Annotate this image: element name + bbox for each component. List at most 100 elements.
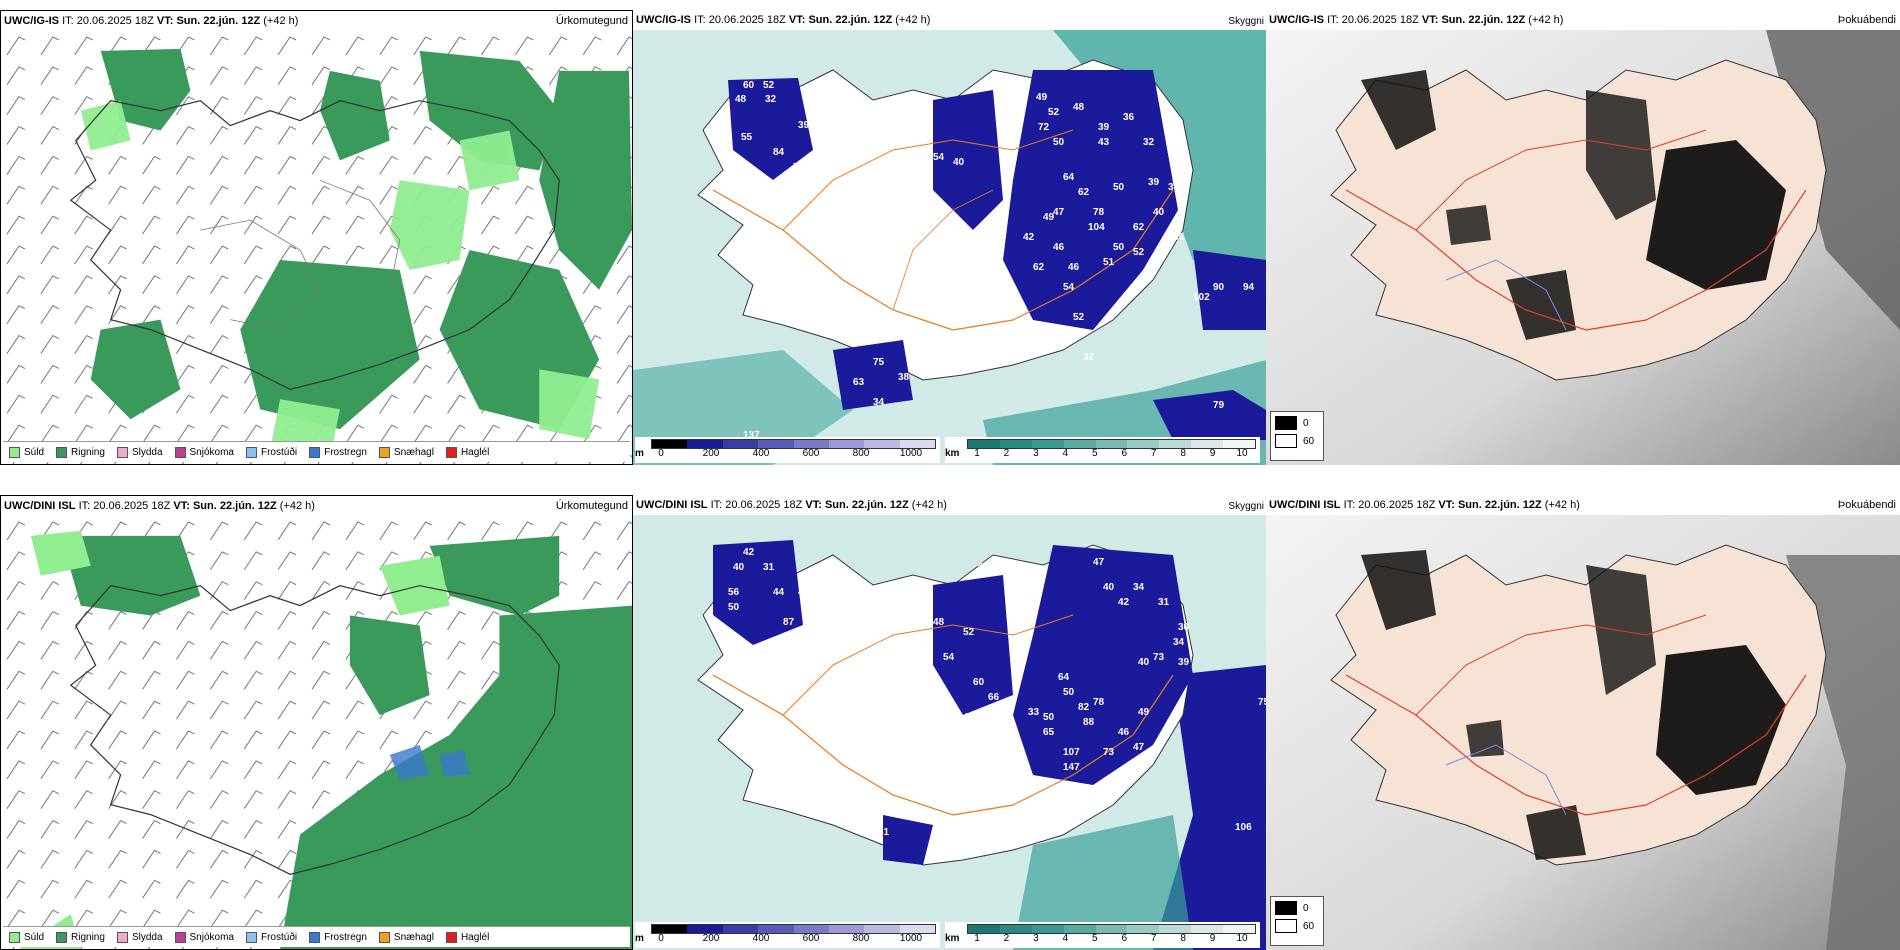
model-name: UWC/DINI ISL xyxy=(4,500,76,512)
ceiling-value: 54 xyxy=(1063,282,1075,293)
scale-tick: 0 xyxy=(658,448,664,459)
ceiling-visibility-map[interactable]: 60 52 48 32 39 55 84 75 49 52 48 39 43 72 50 54 40 36 32 30… xyxy=(633,30,1266,465)
legend-label: Snjókoma xyxy=(189,446,234,458)
precip-map[interactable] xyxy=(1,31,632,464)
scale-tick: 200 xyxy=(702,448,720,459)
fog-legend-label: 0 xyxy=(1303,417,1309,429)
legend-swatch xyxy=(245,446,257,458)
fog-legend-item: 0 xyxy=(1275,416,1319,430)
lead-time: (+42 h) xyxy=(911,499,947,511)
legend-item: Haglél xyxy=(445,931,489,943)
visibility-unit: km xyxy=(945,933,960,944)
legend-item: Rigning xyxy=(56,931,105,943)
ceiling-value: 60 xyxy=(973,677,985,688)
valid-time: Sun. 22.jún. 12Z xyxy=(192,500,277,512)
ceiling-value: 50 xyxy=(1053,137,1065,148)
ceiling-value: 35 xyxy=(1168,182,1180,193)
ceiling-value: 79 xyxy=(1213,400,1225,411)
model-name: UWC/DINI ISL xyxy=(1269,499,1341,511)
legend-swatch xyxy=(174,931,186,943)
ceiling-visibility-map[interactable]: 42 40 31 56 50 44 40 87 63 47 40 34 48 52 42 31 54 68 73 30… xyxy=(633,515,1266,950)
legend-label: Rigning xyxy=(71,931,105,943)
ceiling-value: 47 xyxy=(963,712,975,723)
ceiling-value: 31 xyxy=(763,562,775,573)
ceiling-value: 67 xyxy=(768,777,780,788)
ceiling-value: 47 xyxy=(1053,207,1065,218)
ceiling-value: 54 xyxy=(943,652,955,663)
scale-tick: 9 xyxy=(1209,448,1216,459)
precip-map[interactable] xyxy=(1,516,632,949)
fog-panel-bottom: UWC/DINI ISL IT: 20.06.2025 18Z VT: Sun.… xyxy=(1266,495,1900,950)
scale-tick: 3 xyxy=(1033,933,1039,944)
scale-tick: 600 xyxy=(802,933,820,944)
ceiling-value: 87 xyxy=(783,617,795,628)
it-label: IT: xyxy=(78,500,91,512)
product-name: Þokuábendi xyxy=(1837,14,1896,26)
ceiling-value: 104 xyxy=(1088,222,1105,233)
ceiling-unit: m xyxy=(635,933,644,944)
legend-item: Súld xyxy=(9,446,45,458)
ceiling-value: 50 xyxy=(728,602,740,613)
it-label: IT: xyxy=(1327,14,1339,26)
ceiling-value: 107 xyxy=(1063,747,1080,758)
ceiling-value: 78 xyxy=(1093,207,1105,218)
init-time: 20.06.2025 18Z xyxy=(1358,499,1436,511)
legend-swatch xyxy=(445,931,457,943)
legend-item: Haglél xyxy=(445,446,489,458)
ceiling-value: 48 xyxy=(735,94,747,105)
ceiling-value: 137 xyxy=(743,430,760,441)
lead-time: (+42 h) xyxy=(1528,14,1564,26)
fog-legend: 0 60 xyxy=(1270,896,1324,946)
ceiling-value: 56 xyxy=(728,587,740,598)
ceiling-colorbar xyxy=(651,924,936,934)
lead-time: (+42 h) xyxy=(263,15,299,27)
ceiling-value: 46 xyxy=(1053,242,1065,253)
fog-map[interactable] xyxy=(1266,515,1900,950)
scale-tick: 9 xyxy=(1209,933,1216,944)
it-label: IT: xyxy=(694,14,706,26)
ceiling-value: 68 xyxy=(1013,647,1025,658)
legend-swatch xyxy=(378,931,390,943)
ceiling-value: 34 xyxy=(1173,637,1185,648)
ceiling-value: 94 xyxy=(1243,282,1255,293)
ceiling-unit: m xyxy=(635,448,644,459)
legend-item: Slydda xyxy=(116,446,163,458)
ceiling-value: 62 xyxy=(1133,222,1145,233)
legend-item: Snæhagl xyxy=(378,446,434,458)
model-name: UWC/IG-IS xyxy=(636,14,691,26)
ceiling-value: 48 xyxy=(1073,102,1085,113)
ceiling-value: 40 xyxy=(733,562,745,573)
ceiling-value: 40 xyxy=(1153,207,1165,218)
scale-tick: 4 xyxy=(1062,933,1069,944)
ceiling-value: 52 xyxy=(763,80,775,91)
vt-label: VT: xyxy=(1438,499,1455,511)
fog-map[interactable] xyxy=(1266,30,1900,465)
valid-time: Sun. 22.jún. 12Z xyxy=(824,499,909,511)
fog-legend-item: 60 xyxy=(1275,434,1319,448)
fog-legend-label: 60 xyxy=(1303,920,1315,932)
ceiling-value: 50 xyxy=(1113,242,1125,253)
legend-item: Slydda xyxy=(116,931,163,943)
ceiling-value: 42 xyxy=(743,547,755,558)
ceiling-value: 39 xyxy=(1098,122,1110,133)
scale-tick: 10 xyxy=(1236,448,1248,459)
legend-label: Slydda xyxy=(131,931,163,943)
ceiling-value: 32 xyxy=(1143,137,1155,148)
product-name: Úrkomutegund xyxy=(555,500,628,512)
ceiling-value: 106 xyxy=(1235,822,1252,833)
ceiling-value: 32 xyxy=(765,94,777,105)
ceiling-value: 39 xyxy=(1148,177,1160,188)
ceiling-value: 36 xyxy=(1123,112,1135,123)
ceiling-value: 31 xyxy=(1158,597,1170,608)
legend-label: Súld xyxy=(24,446,45,458)
visibility-colorbar xyxy=(967,439,1256,449)
legend-label: Súld xyxy=(24,931,45,943)
scale-tick: 10 xyxy=(1236,933,1248,944)
fog-legend-swatch xyxy=(1275,919,1297,933)
ceiling-panel-bottom: UWC/DINI ISL IT: 20.06.2025 18Z VT: Sun.… xyxy=(633,495,1266,950)
ceiling-value: 50 xyxy=(1063,687,1075,698)
model-name: UWC/IG-IS xyxy=(1269,14,1324,26)
ceiling-colorbar xyxy=(651,439,936,449)
ceiling-value: 88 xyxy=(1083,717,1095,728)
scale-tick: 400 xyxy=(752,933,770,944)
